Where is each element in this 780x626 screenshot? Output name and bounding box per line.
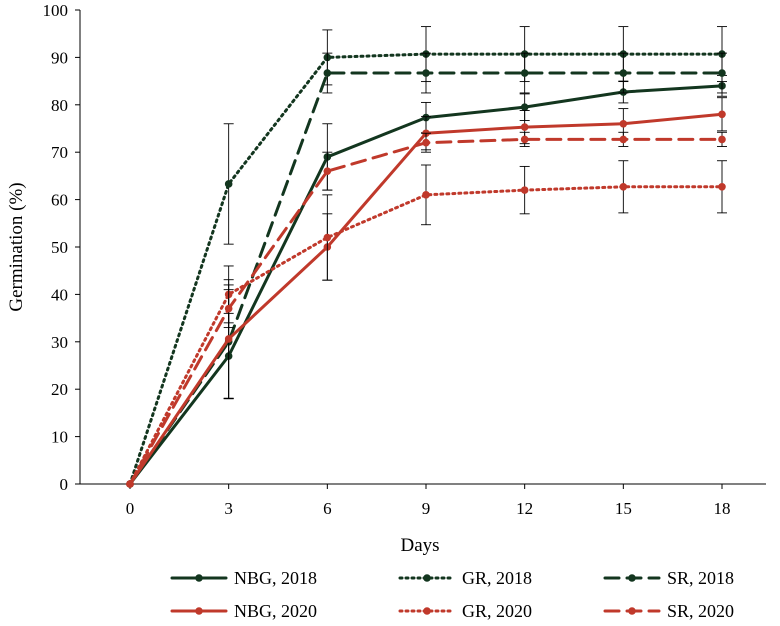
legend-marker — [195, 574, 203, 582]
data-point — [520, 135, 529, 144]
legend-label: GR, 2018 — [462, 568, 532, 588]
legend-label: NBG, 2020 — [234, 601, 317, 621]
data-point — [224, 304, 233, 313]
data-point — [323, 69, 332, 77]
legend-marker — [628, 574, 636, 582]
y-tick-label: 20 — [51, 380, 68, 399]
data-point — [224, 180, 233, 188]
data-point — [323, 167, 332, 175]
series-gr-2018 — [126, 26, 727, 488]
series-gr-2020 — [126, 160, 727, 488]
data-point — [619, 135, 628, 144]
series-layer — [126, 26, 727, 488]
legend-item-nbg-2020: NBG, 2020 — [170, 601, 317, 621]
y-axis-title: Germination (%) — [6, 182, 27, 311]
data-point — [520, 103, 529, 111]
y-tick-label: 100 — [43, 1, 69, 20]
legend-marker — [423, 607, 431, 615]
y-tick-label: 50 — [51, 238, 68, 257]
y-tick-label: 10 — [51, 428, 68, 447]
series-sr-2020 — [126, 131, 727, 488]
data-point — [718, 110, 726, 119]
data-point — [224, 335, 233, 343]
legend-item-nbg-2018: NBG, 2018 — [170, 568, 317, 588]
data-point — [422, 69, 430, 77]
legend-marker — [423, 574, 431, 582]
data-point — [718, 69, 726, 77]
y-tick-label: 70 — [51, 143, 68, 162]
y-tick-label: 80 — [51, 96, 68, 115]
y-tick-label: 0 — [60, 475, 69, 494]
data-point — [619, 69, 628, 77]
data-point — [619, 183, 628, 191]
legend-label: NBG, 2018 — [234, 568, 317, 588]
data-point — [718, 183, 726, 191]
x-tick-label: 6 — [323, 499, 332, 518]
chart-axes — [79, 10, 766, 485]
series-line-gr-2020 — [128, 185, 724, 486]
legend-label: GR, 2020 — [462, 601, 532, 621]
x-tick-label: 15 — [615, 499, 632, 518]
x-tick-label: 9 — [422, 499, 431, 518]
legend-label: SR, 2018 — [667, 568, 734, 588]
y-tick-label: 30 — [51, 333, 68, 352]
legend-label: SR, 2020 — [667, 601, 734, 621]
x-tick-label: 12 — [516, 499, 533, 518]
y-tick-label: 40 — [51, 285, 68, 304]
data-point — [520, 123, 529, 131]
data-point — [718, 135, 726, 144]
y-axis-ticks: 0 10 20 30 40 50 60 70 80 90 100 — [43, 1, 80, 494]
legend-item-sr-2018: SR, 2018 — [603, 568, 734, 588]
x-tick-label: 3 — [224, 499, 233, 518]
x-tick-label: 0 — [126, 499, 135, 518]
legend-marker — [628, 607, 636, 615]
data-point — [520, 186, 529, 194]
y-tick-label: 60 — [51, 191, 68, 210]
data-point — [520, 69, 529, 77]
legend-marker — [195, 607, 203, 615]
legend-item-gr-2020: GR, 2020 — [398, 601, 532, 621]
chart-legend: NBG, 2018 GR, 2018 SR, 2018 NBG, 2020 GR, 20… — [170, 568, 734, 621]
legend-item-sr-2020: SR, 2020 — [603, 601, 734, 621]
data-point — [422, 191, 430, 199]
series-nbg-2020 — [126, 97, 727, 488]
x-axis-title: Days — [400, 535, 439, 556]
series-nbg-2018 — [126, 74, 727, 488]
data-point — [126, 480, 134, 488]
data-point — [619, 119, 628, 128]
legend-item-gr-2018: GR, 2018 — [398, 568, 532, 588]
x-axis-ticks: 0 3 6 9 12 15 18 — [126, 484, 731, 518]
data-point — [422, 138, 430, 147]
x-tick-label: 18 — [714, 499, 731, 518]
y-tick-label: 90 — [51, 48, 68, 67]
data-point — [323, 233, 332, 242]
